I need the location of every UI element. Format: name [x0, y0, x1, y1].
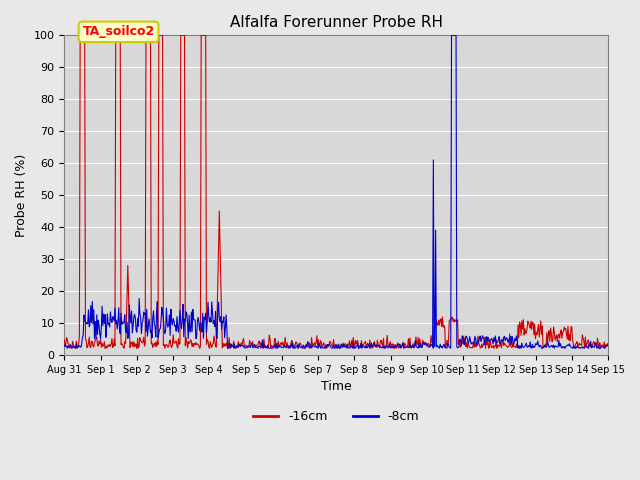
Text: TA_soilco2: TA_soilco2 — [83, 25, 155, 38]
Legend: -16cm, -8cm: -16cm, -8cm — [248, 406, 424, 429]
Title: Alfalfa Forerunner Probe RH: Alfalfa Forerunner Probe RH — [230, 15, 443, 30]
X-axis label: Time: Time — [321, 380, 351, 393]
Y-axis label: Probe RH (%): Probe RH (%) — [15, 154, 28, 237]
